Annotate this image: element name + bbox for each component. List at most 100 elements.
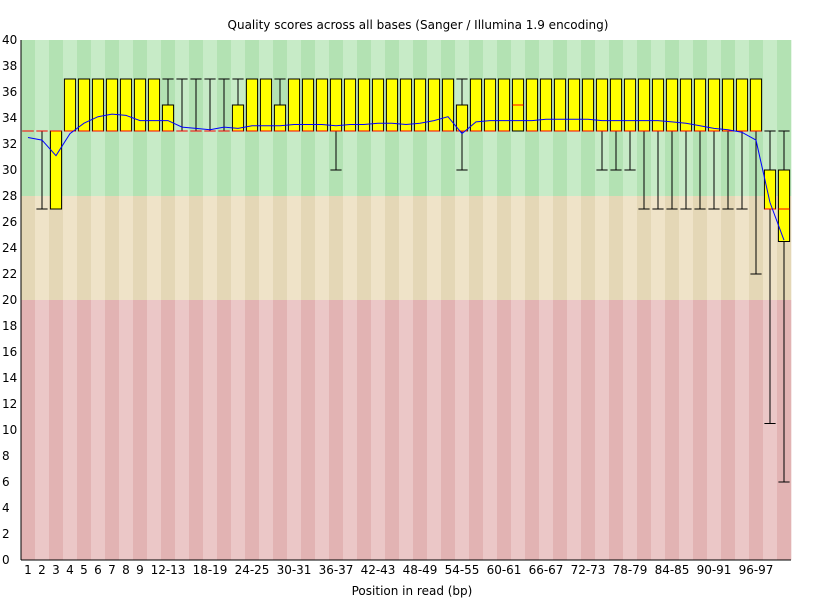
iqr-box-26-27 [259,78,273,132]
band-2-stripe-45 [651,300,666,560]
band-2-stripe-5 [91,300,106,560]
band-1-stripe-8 [133,196,148,300]
iqr-box-96-97 [749,78,763,132]
mean-line [27,113,785,241]
x-tick-label-42-43: 42-43 [361,563,396,577]
band-1-stripe-34 [497,196,512,300]
band-2-stripe-0 [21,300,36,560]
x-tick-label-1: 1 [24,563,32,577]
band-2-stripe-53 [763,300,778,560]
y-tick-label-38: 38 [2,59,17,73]
box-72-73 [581,78,595,132]
iqr-box-46-47 [399,78,413,132]
x-tick-label-78-79: 78-79 [613,563,648,577]
y-tick-label-36: 36 [2,85,17,99]
iqr-box-3 [49,130,63,210]
box-80-81 [637,78,651,210]
iqr-box-38-39 [343,78,357,132]
box-86-87 [679,78,693,210]
box-50-51 [427,78,441,132]
band-1-stripe-2 [49,196,64,300]
band-0-stripe-53 [763,40,778,196]
box-22-23 [231,78,245,132]
x-tick-label-5: 5 [80,563,88,577]
y-tick-label-20: 20 [2,293,17,307]
iqr-box-90-91 [707,78,721,132]
band-1-stripe-24 [357,196,372,300]
box-60-61 [497,78,511,132]
band-1-stripe-37 [539,196,554,300]
band-1-stripe-10 [161,196,176,300]
band-1-stripe-21 [315,196,330,300]
x-tick-label-48-49: 48-49 [403,563,438,577]
band-1-stripe-5 [91,196,106,300]
x-tick-label-2: 2 [38,563,46,577]
band-1-stripe-50 [721,196,736,300]
band-2-stripe-42 [609,300,624,560]
band-1-stripe-4 [77,196,92,300]
box-30-31 [287,78,301,132]
iqr-box-64-65 [525,78,539,132]
iqr-box-54-55 [455,104,469,132]
box-28-29 [273,78,287,132]
x-tick-label-12-13: 12-13 [151,563,186,577]
band-1-stripe-13 [203,196,218,300]
iqr-box-22-23 [231,104,245,132]
iqr-box-10-11 [147,78,161,132]
band-2-stripe-7 [119,300,134,560]
iqr-box-7 [105,78,119,132]
iqr-box-32-33 [301,78,315,132]
y-tick-label-2: 2 [2,527,10,541]
band-2-stripe-47 [679,300,694,560]
y-tick-label-40: 40 [2,33,17,47]
iqr-box-9 [133,78,147,132]
box-32-33 [301,78,315,132]
x-tick-label-24-25: 24-25 [235,563,270,577]
iqr-box-36-37 [329,78,343,132]
x-tick-label-84-85: 84-85 [655,563,690,577]
iqr-box-28-29 [273,104,287,132]
iqr-box-30-31 [287,78,301,132]
box-3 [49,130,63,210]
band-1-stripe-22 [329,196,344,300]
band-1-stripe-27 [399,196,414,300]
y-tick-label-14: 14 [2,371,17,385]
band-1-stripe-12 [189,196,204,300]
iqr-box-8 [119,78,133,132]
band-2-stripe-21 [315,300,330,560]
band-1-stripe-42 [609,196,624,300]
band-2-stripe-48 [693,300,708,560]
band-2-stripe-4 [77,300,92,560]
band-2-stripe-11 [175,300,190,560]
band-1-stripe-15 [231,196,246,300]
band-2-stripe-20 [301,300,316,560]
band-2-stripe-35 [511,300,526,560]
y-tick-label-12: 12 [2,397,17,411]
box-90-91 [707,78,721,210]
band-1-stripe-6 [105,196,120,300]
box-94-95 [735,78,749,210]
box-76-77 [609,78,623,171]
band-2-stripe-43 [623,300,638,560]
box-16-17 [190,78,202,132]
band-1-stripe-19 [287,196,302,300]
band-1-stripe-11 [175,196,190,300]
iqr-box-74-75 [595,78,609,132]
x-tick-label-36-37: 36-37 [319,563,354,577]
box-4 [63,78,77,132]
box-8 [119,78,133,132]
band-1-stripe-9 [147,196,162,300]
box-44-45 [385,78,399,132]
band-2-stripe-50 [721,300,736,560]
mean-line-path [27,113,785,241]
band-1-stripe-48 [693,196,708,300]
iqr-box-58-59 [483,78,497,132]
y-tick-label-24: 24 [2,241,17,255]
band-2-stripe-31 [455,300,470,560]
y-tick-label-8: 8 [2,449,10,463]
band-1-stripe-30 [441,196,456,300]
band-2-stripe-14 [217,300,232,560]
band-1-stripe-14 [217,196,232,300]
iqr-box-24-25 [245,78,259,132]
